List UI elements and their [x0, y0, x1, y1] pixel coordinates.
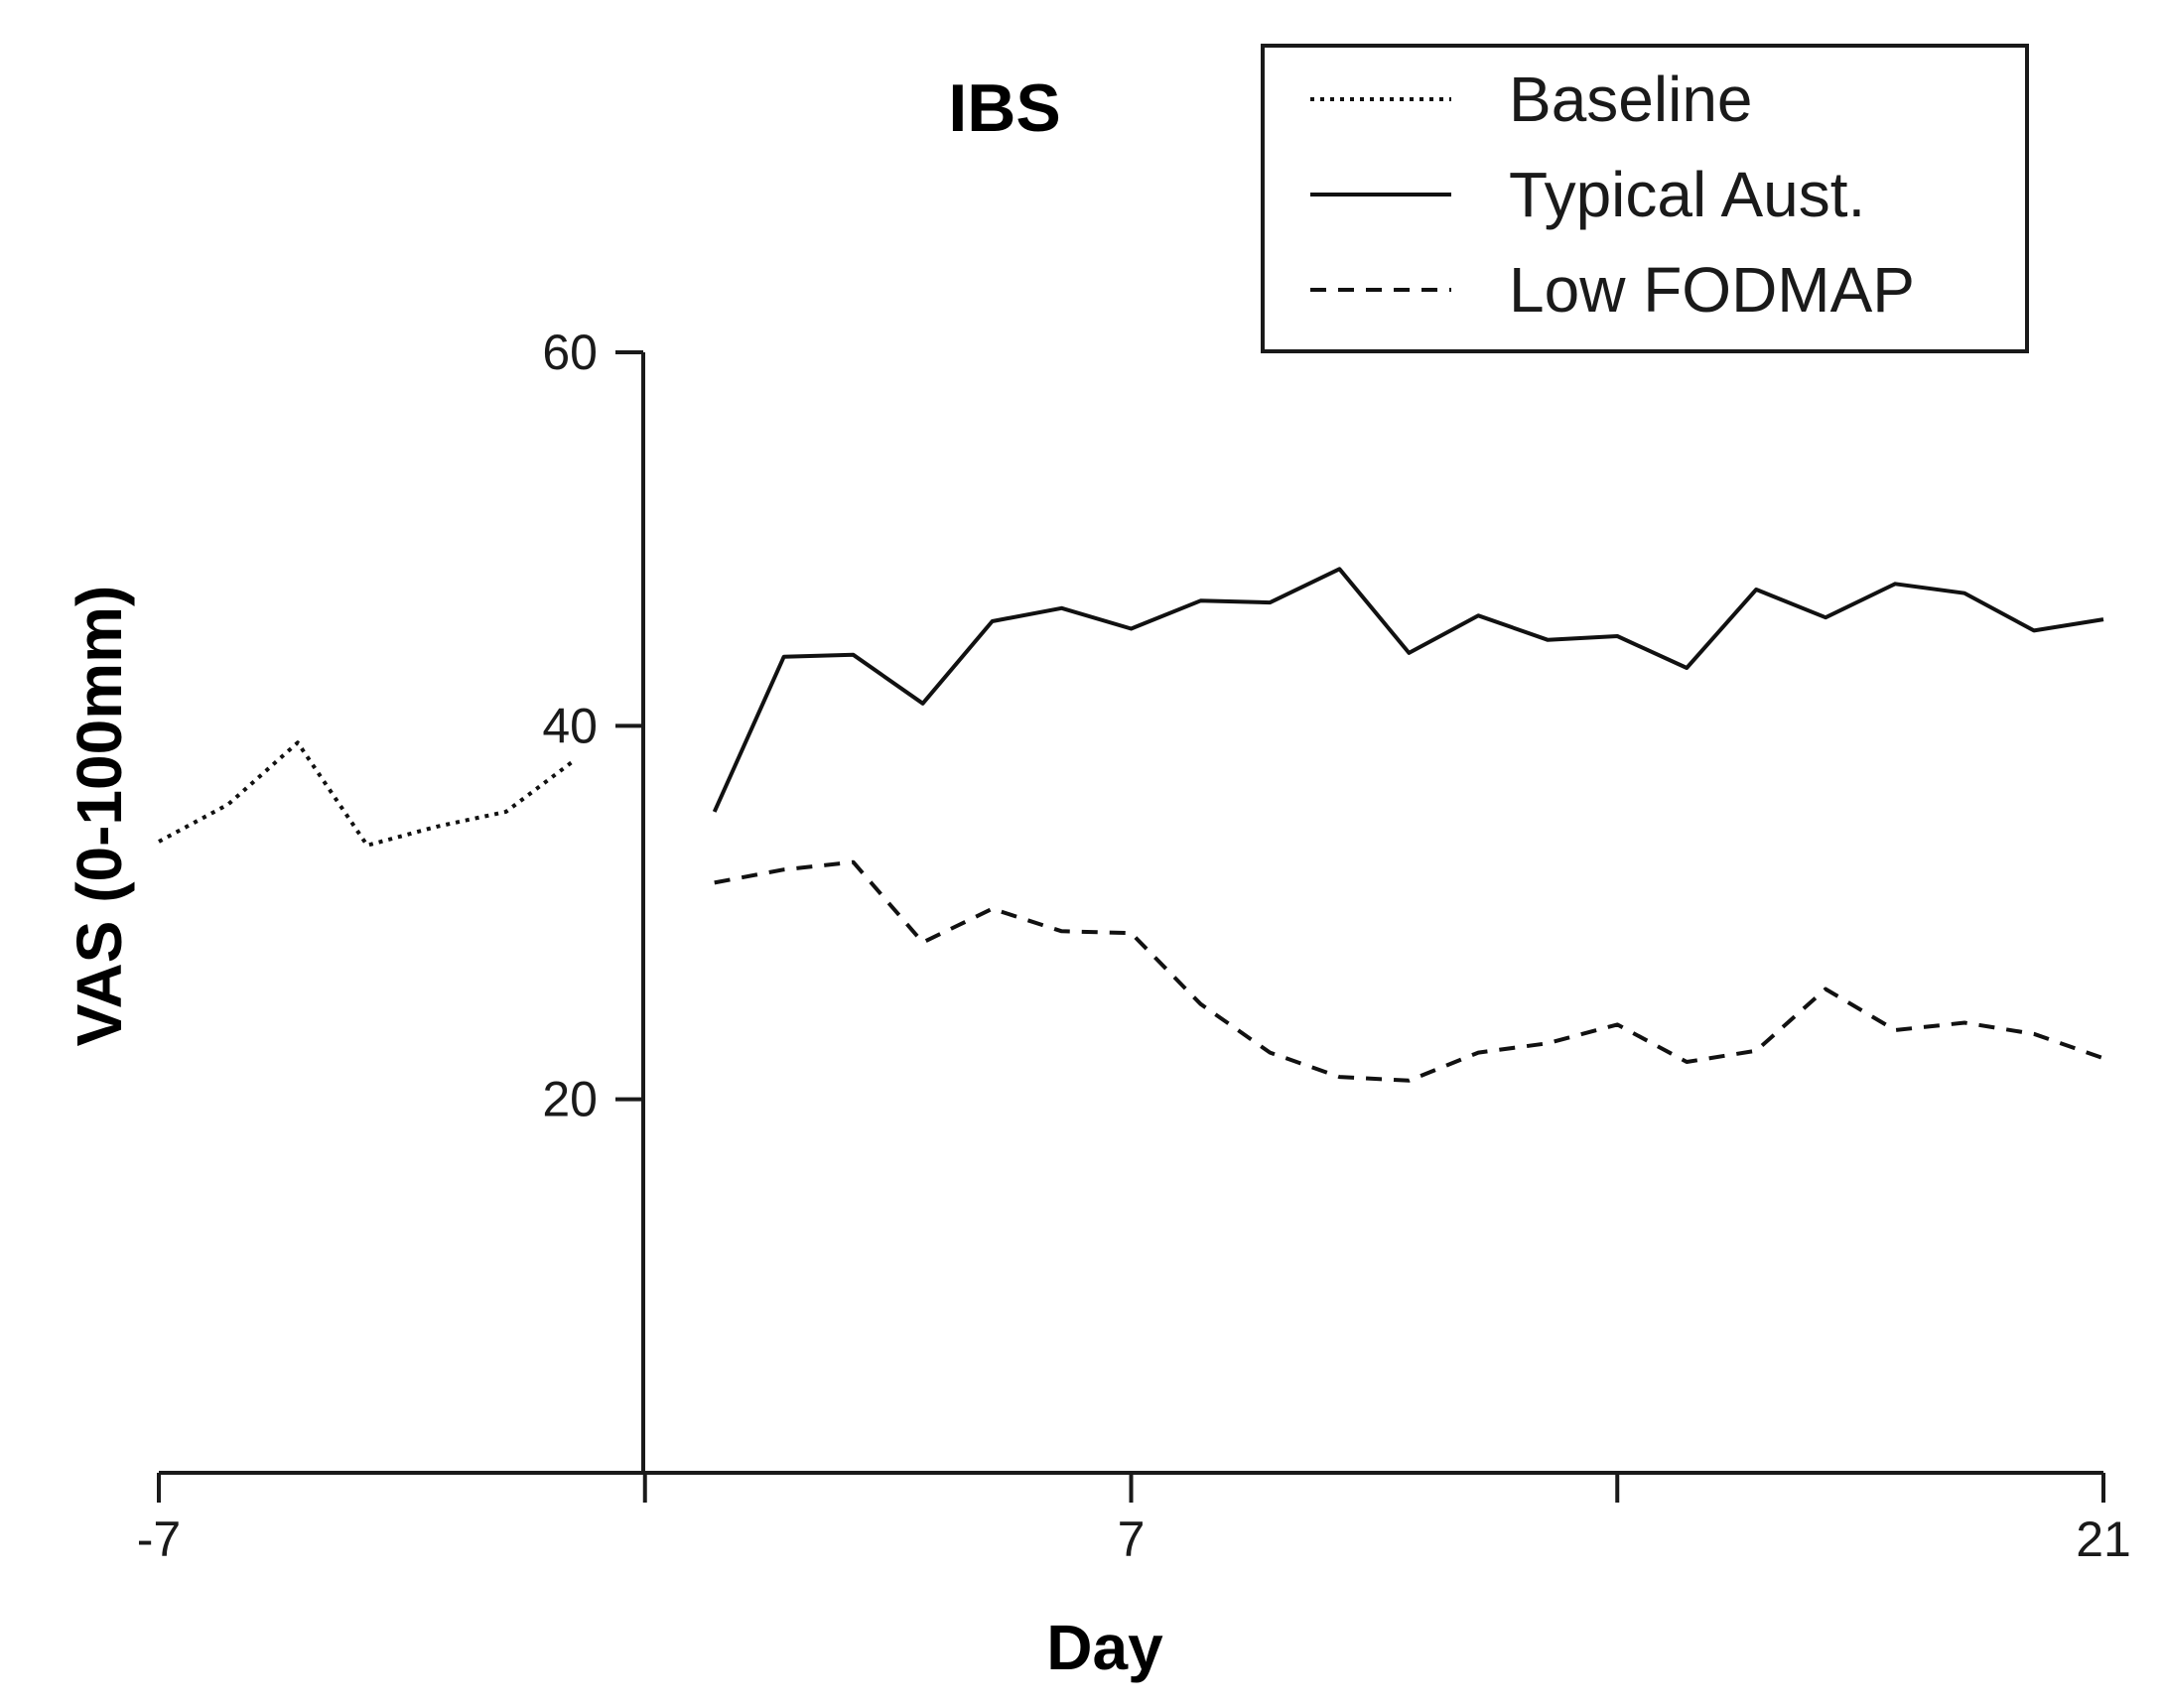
chart-title: IBS: [948, 70, 1060, 146]
legend-label: Typical Aust.: [1509, 159, 1865, 230]
series-line-low-fodmap: [714, 859, 2104, 1083]
x-axis-title: Day: [1046, 1612, 1163, 1683]
series-line-baseline: [158, 740, 578, 848]
axes: -7 7 21 20 40 60: [137, 325, 2131, 1567]
legend-box: [1261, 44, 2029, 353]
y-axis-title: VAS (0-100mm): [64, 586, 135, 1047]
legend-label: Baseline: [1509, 64, 1753, 135]
x-tick-label: -7: [137, 1511, 181, 1567]
legend: Baseline Typical Aust. Low FODMAP: [1261, 44, 2029, 353]
x-tick-label: 21: [2076, 1511, 2131, 1567]
series-line-typical-aust: [712, 567, 2104, 813]
legend-label: Low FODMAP: [1509, 254, 1915, 326]
x-tick-label: 7: [1118, 1511, 1146, 1567]
plot-area: [158, 567, 2104, 1083]
y-tick-label: 40: [542, 698, 598, 753]
y-tick-label: 20: [542, 1072, 598, 1127]
y-tick-label: 60: [542, 325, 598, 380]
